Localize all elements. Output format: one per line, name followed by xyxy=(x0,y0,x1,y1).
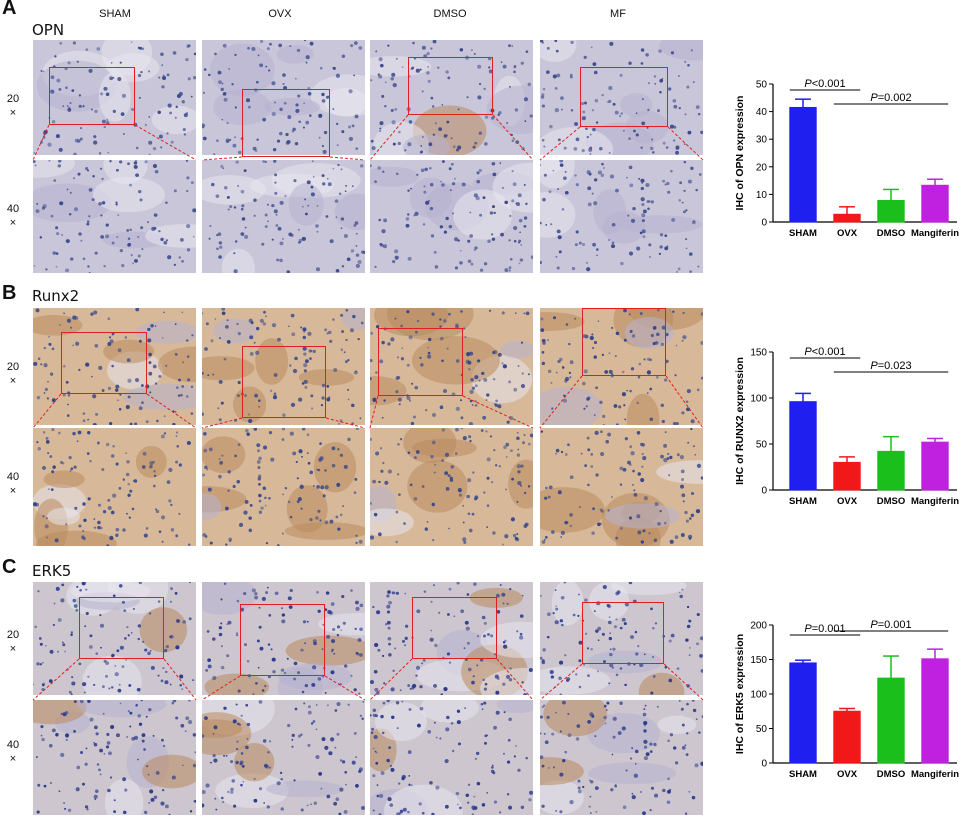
zoom-region-box xyxy=(240,604,325,676)
micrograph-erk5-40x-2 xyxy=(370,700,533,815)
micrograph-opn-40x-2 xyxy=(370,160,533,273)
mag-40x-b: 40 × xyxy=(6,471,20,497)
column-header-sham: SHAM xyxy=(99,8,131,20)
y-axis-label: IHC of ERK5 expression xyxy=(734,634,746,754)
zoom-region-box xyxy=(412,597,497,659)
bar-sham xyxy=(789,106,817,223)
p-value-label: P=0.001 xyxy=(870,619,911,631)
micrograph-opn-20x-1 xyxy=(202,40,365,155)
x-tick-label: OVX xyxy=(837,769,858,780)
zoom-region-box xyxy=(582,308,666,376)
micrograph-erk5-40x-3 xyxy=(540,700,703,815)
bar-ovx xyxy=(833,710,861,764)
zoom-region-box xyxy=(242,89,330,157)
x-tick-label: Mangiferin xyxy=(911,496,959,507)
x-tick-label: Mangiferin xyxy=(911,228,959,239)
zoom-region-box xyxy=(49,67,135,125)
zoom-region-box xyxy=(378,328,463,396)
zoom-region-box xyxy=(580,67,668,127)
zoom-region-box xyxy=(582,602,664,664)
y-tick-label: 100 xyxy=(750,690,767,701)
zoom-region-box xyxy=(61,332,147,394)
p-value-label: P=0.023 xyxy=(870,360,911,372)
mag-20x-c: 20 × xyxy=(6,629,20,655)
y-tick-label: 40 xyxy=(756,107,768,118)
p-value-label: P<0.001 xyxy=(804,78,845,90)
y-tick-label: 0 xyxy=(761,486,767,497)
y-tick-label: 20 xyxy=(756,162,768,173)
micrograph-erk5-40x-1 xyxy=(202,700,365,815)
micrograph-opn-40x-1 xyxy=(202,160,365,273)
column-header-dmso: DMSO xyxy=(433,8,467,20)
zoom-region-box xyxy=(79,597,164,659)
bar-ovx xyxy=(833,461,861,491)
micrograph-runx2-40x-3 xyxy=(540,428,703,546)
y-axis-label: IHC of OPN expression xyxy=(734,96,746,211)
y-axis-label: IHC of RUNX2 expression xyxy=(734,357,746,485)
panel-letter-b: B xyxy=(2,282,17,304)
y-tick-label: 150 xyxy=(750,348,767,359)
x-tick-label: OVX xyxy=(837,228,858,239)
p-value-label: P<0.001 xyxy=(804,346,845,358)
mag-40x-a: 40 × xyxy=(6,203,20,229)
y-tick-label: 0 xyxy=(761,759,767,770)
mag-20x-b: 20 × xyxy=(6,361,20,387)
runx2-bar-chart: 0 50 100 150 IHC of RUNX2 expression SHAM OVX D… xyxy=(734,346,959,507)
stain-label-opn: OPN xyxy=(32,21,65,39)
zoom-region-box xyxy=(408,57,493,115)
bar-sham xyxy=(789,401,817,491)
y-tick-label: 50 xyxy=(756,440,768,451)
micrograph-runx2-20x-1 xyxy=(202,308,365,425)
micrograph-runx2-40x-2 xyxy=(370,428,533,546)
x-tick-label: DMSO xyxy=(877,228,906,239)
erk5-bar-chart: 0 50 100 150 200 IHC of ERK5 expression SHAM OV… xyxy=(734,619,959,780)
bar-sham xyxy=(789,662,817,764)
bar-dmso xyxy=(877,199,905,223)
micrograph-opn-20x-2 xyxy=(370,40,533,155)
stain-label-erk5: ERK5 xyxy=(32,562,72,580)
bar-mangiferin xyxy=(921,184,949,223)
x-tick-label: DMSO xyxy=(877,769,906,780)
micrograph-erk5-40x-0 xyxy=(33,700,196,815)
x-tick-label: SHAM xyxy=(789,496,817,507)
column-header-mf: MF xyxy=(610,8,626,20)
bar-mangiferin xyxy=(921,658,949,764)
bar-ovx xyxy=(833,213,861,223)
micrograph-opn-40x-3 xyxy=(540,160,703,273)
panel-letter-c: C xyxy=(2,556,17,578)
opn-bar-chart: 0 10 20 30 40 50 IHC of OPN expression SHAM OVX D… xyxy=(734,78,959,239)
micrograph-opn-40x-0 xyxy=(33,160,196,273)
p-value-label: P=0.002 xyxy=(870,92,911,104)
bar-dmso xyxy=(877,677,905,764)
x-tick-label: DMSO xyxy=(877,496,906,507)
y-tick-label: 50 xyxy=(756,724,768,735)
x-tick-label: SHAM xyxy=(789,228,817,239)
x-tick-label: OVX xyxy=(837,496,858,507)
y-tick-label: 100 xyxy=(750,394,767,405)
bar-dmso xyxy=(877,450,905,491)
y-tick-label: 0 xyxy=(761,218,767,229)
y-tick-label: 30 xyxy=(756,135,768,146)
bar-mangiferin xyxy=(921,441,949,491)
y-tick-label: 50 xyxy=(756,80,768,91)
mag-20x-a: 20 × xyxy=(6,93,20,119)
x-tick-label: SHAM xyxy=(789,769,817,780)
micrograph-runx2-40x-0 xyxy=(33,428,196,546)
panel-letter-a: A xyxy=(2,0,17,19)
zoom-region-box xyxy=(242,346,326,418)
y-tick-label: 200 xyxy=(750,621,767,632)
p-value-label: P=0.001 xyxy=(804,623,845,635)
y-tick-label: 150 xyxy=(750,655,767,666)
y-tick-label: 10 xyxy=(756,190,768,201)
x-tick-label: Mangiferin xyxy=(911,769,959,780)
column-header-ovx: OVX xyxy=(268,8,292,20)
mag-40x-c: 40 × xyxy=(6,739,20,765)
stain-label-runx2: Runx2 xyxy=(32,287,80,305)
micrograph-runx2-40x-1 xyxy=(202,428,365,546)
